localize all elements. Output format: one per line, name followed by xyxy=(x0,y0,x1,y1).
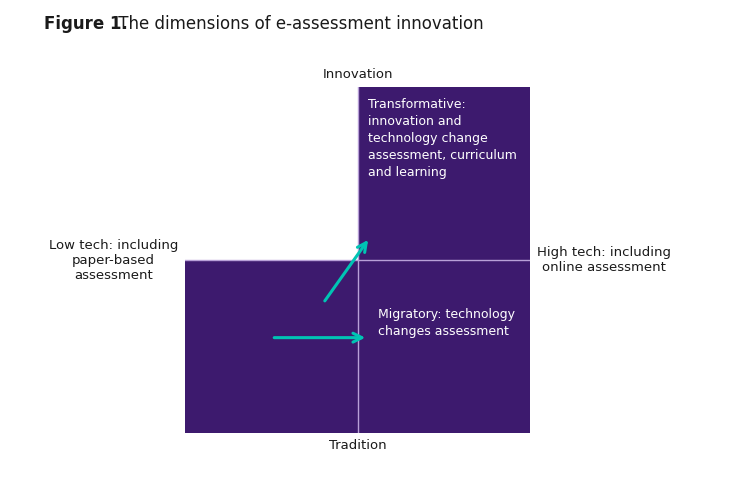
Bar xyxy=(358,87,530,260)
Text: The dimensions of e-assessment innovation: The dimensions of e-assessment innovatio… xyxy=(113,15,484,33)
Text: High tech: including
online assessment: High tech: including online assessment xyxy=(537,246,671,274)
Text: Tradition: Tradition xyxy=(329,439,386,452)
Text: Innovation: Innovation xyxy=(323,68,393,81)
Text: Migratory: technology
changes assessment: Migratory: technology changes assessment xyxy=(378,308,515,338)
Text: Figure 1.: Figure 1. xyxy=(44,15,128,33)
Text: Transformative:
innovation and
technology change
assessment, curriculum
and lear: Transformative: innovation and technolog… xyxy=(368,98,517,179)
Text: Low tech: including
paper-based
assessment: Low tech: including paper-based assessme… xyxy=(49,239,178,281)
Bar xyxy=(185,260,530,433)
